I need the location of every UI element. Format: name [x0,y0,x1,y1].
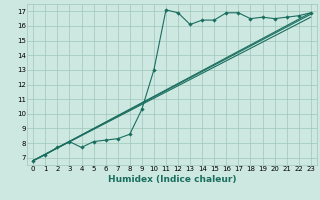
X-axis label: Humidex (Indice chaleur): Humidex (Indice chaleur) [108,175,236,184]
